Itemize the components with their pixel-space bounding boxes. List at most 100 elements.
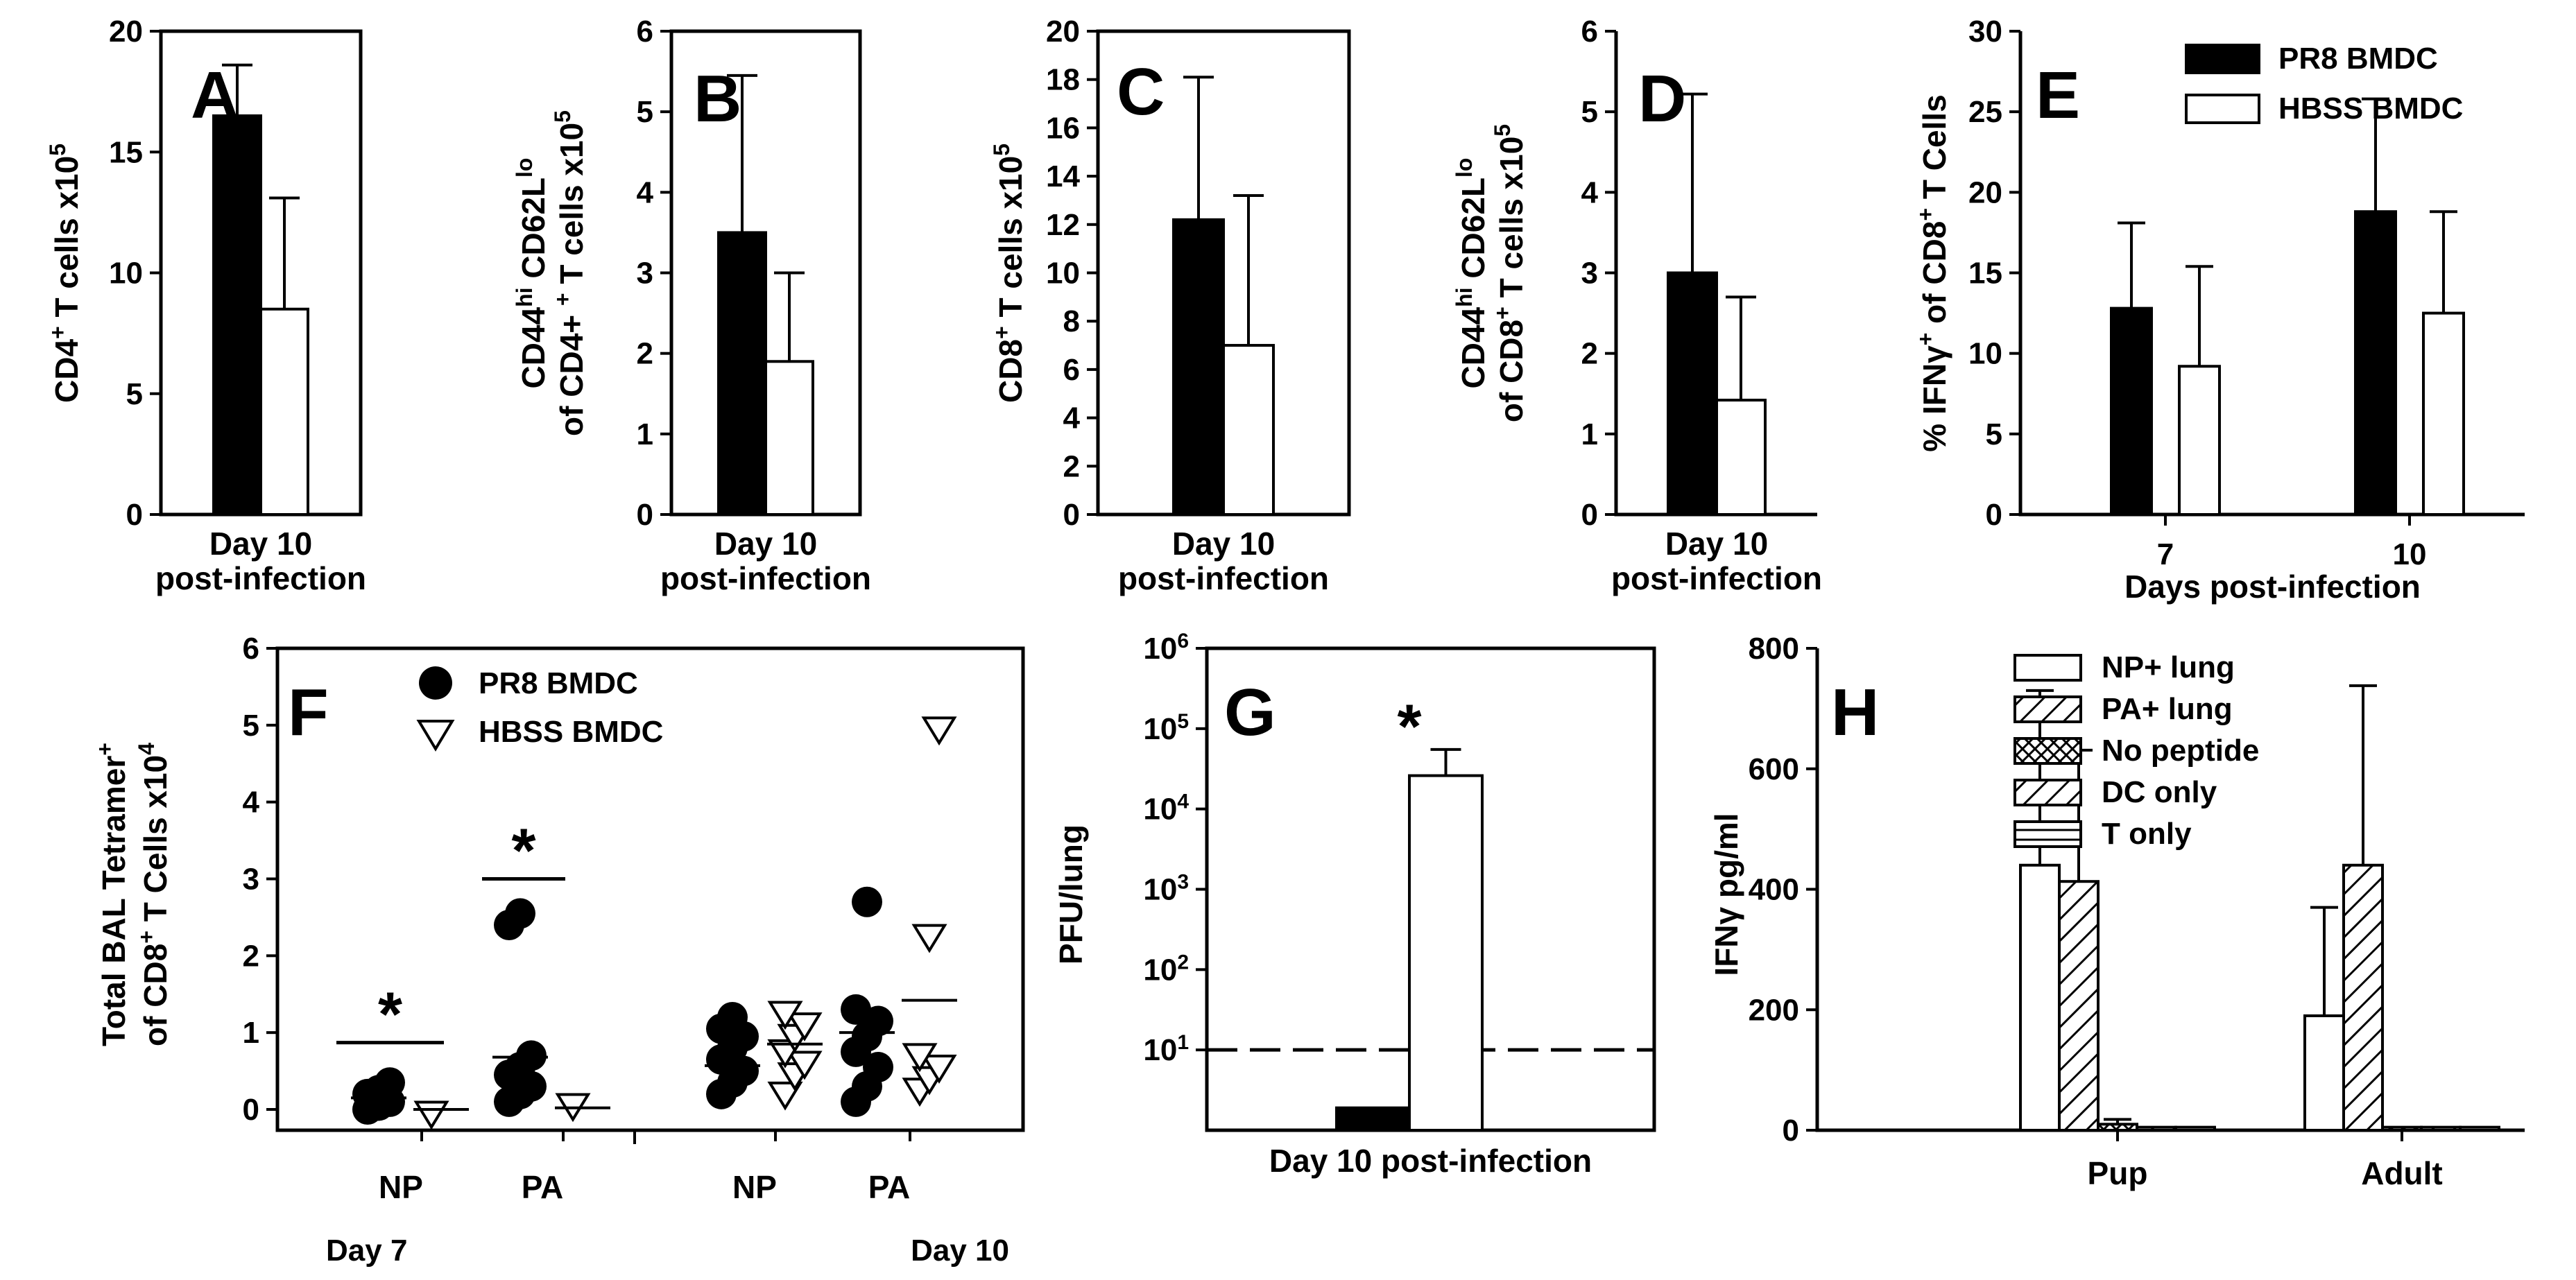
bar-pr8 <box>2354 210 2397 516</box>
panel-label: H <box>1831 675 1879 750</box>
x-label-line1: Day 10 <box>209 526 312 562</box>
legend-label: PA+ lung <box>2102 692 2233 726</box>
x-tick-label: PA <box>522 1169 564 1205</box>
bar-dc-only <box>2136 1125 2177 1132</box>
y-tick-label: 18 <box>1046 63 1080 97</box>
point-pr8 <box>841 994 871 1025</box>
bar-pr8 <box>1335 1106 1411 1132</box>
y-tick-label: 2 <box>637 337 653 371</box>
point-hbss <box>767 1081 803 1111</box>
y-tick-label: 3 <box>637 257 653 291</box>
y-label-H: IFNγ pg/ml <box>1708 813 1744 976</box>
point-hbss <box>787 1050 823 1080</box>
y-tick-label: 104 <box>1143 790 1189 827</box>
panel-label: C <box>1117 55 1165 129</box>
bar-dc-only <box>2420 1125 2462 1132</box>
bar-hbss <box>1715 399 1767 516</box>
bar-t-only <box>2459 1125 2500 1132</box>
y-tick-label: 5 <box>243 709 259 743</box>
panel-G: 101 102 103 104 105 106 * Day 10 post-infection… <box>1053 630 1656 1179</box>
bar-pr8 <box>717 231 767 516</box>
bar-np-lung <box>2019 863 2061 1132</box>
y-tick-label: 10 <box>1046 257 1080 291</box>
point-pr8 <box>505 898 535 929</box>
legend-swatch <box>2185 44 2260 74</box>
y-tick-label: 400 <box>1749 873 1799 907</box>
y-label-F-line2: of CD8+ T Cells x104 <box>134 743 173 1046</box>
y-label-F-line1: Total BAL Tetramer+ <box>92 743 132 1046</box>
y-label-D-line2: of CD8+ T cells x105 <box>1490 124 1529 422</box>
y-label-C: CD8+ T cells x105 <box>989 144 1029 403</box>
y-tick-label: 0 <box>637 498 653 532</box>
y-tick-label: 2 <box>1063 449 1080 483</box>
y-tick-label: 2 <box>1581 337 1598 371</box>
legend-label: DC only <box>2102 775 2217 809</box>
y-tick-label: 0 <box>1581 498 1598 532</box>
y-tick-label: 2 <box>243 939 259 973</box>
bar-hbss <box>2178 365 2221 517</box>
y-tick-label: 6 <box>637 15 653 49</box>
y-tick-label: 3 <box>1581 257 1598 291</box>
point-hbss <box>902 1043 938 1073</box>
bar-np-lung <box>2303 1014 2345 1132</box>
y-label-A: CD4+ T cells x105 <box>45 144 85 403</box>
y-label-D-line1: CD44hi CD62Llo <box>1452 158 1491 389</box>
y-tick-label: 14 <box>1046 159 1080 193</box>
y-tick-label: 15 <box>1968 257 2002 291</box>
y-tick-label: 4 <box>243 786 260 820</box>
bar-pa-lung <box>2342 863 2384 1132</box>
x-label-line1: Day 10 <box>1665 526 1768 562</box>
bar-no-peptide <box>2381 1125 2423 1132</box>
y-tick-label: 4 <box>637 175 654 209</box>
panel-F: 0 1 2 3 4 5 6 NP PA NP PA Day 7 Day 10 * * PR8 BMDC HBSS… <box>92 632 1025 1268</box>
y-tick-label: 600 <box>1749 752 1799 786</box>
legend-swatch <box>2013 737 2082 765</box>
legend-label: PR8 BMDC <box>479 666 638 700</box>
y-tick-label: 5 <box>1581 95 1598 129</box>
y-tick-label: 3 <box>243 863 259 897</box>
day-label: Day 10 <box>911 1234 1009 1268</box>
y-tick-label: 1 <box>243 1016 259 1050</box>
y-tick-label: 105 <box>1143 709 1189 746</box>
y-tick-label: 4 <box>1581 175 1599 209</box>
y-tick-label: 0 <box>243 1093 259 1127</box>
panel-label: B <box>694 62 741 136</box>
y-tick-label: 6 <box>1063 353 1080 387</box>
y-tick-label: 5 <box>126 377 143 411</box>
bar-pr8 <box>1667 271 1718 516</box>
legend-swatch <box>2013 654 2082 682</box>
plot-frame <box>275 646 1025 1132</box>
y-tick-label: 12 <box>1046 208 1080 242</box>
panel-label: E <box>2036 58 2080 132</box>
y-tick-label: 20 <box>1968 175 2002 209</box>
y-tick-label: 10 <box>109 257 143 291</box>
y-tick-label: 0 <box>126 498 143 532</box>
panel-label: G <box>1224 675 1276 750</box>
x-tick-label: NP <box>379 1169 423 1205</box>
bar-t-only <box>2174 1125 2216 1132</box>
y-tick-label: 16 <box>1046 111 1080 145</box>
legend-label: PR8 BMDC <box>2278 42 2438 76</box>
bar-pr8 <box>2110 306 2153 516</box>
y-tick-label: 5 <box>1986 417 2002 451</box>
x-label: Days post-infection <box>2124 569 2421 605</box>
y-tick-label: 15 <box>109 135 143 169</box>
y-tick-label: 0 <box>1783 1114 1799 1148</box>
panel-label: A <box>191 58 239 132</box>
significance-star: * <box>511 817 535 886</box>
y-tick-label: 101 <box>1143 1031 1189 1068</box>
bar-pr8 <box>1172 218 1225 516</box>
y-label: PFU/lung <box>1053 824 1089 965</box>
legend-swatch <box>2013 779 2082 806</box>
legend-label: HBSS BMDC <box>2278 92 2463 126</box>
y-tick-label: 20 <box>109 15 143 49</box>
bar-hbss <box>1408 774 1484 1132</box>
legend-swatch-hbss <box>416 720 455 752</box>
y-tick-label: 25 <box>1968 95 2002 129</box>
point-hbss <box>921 1055 957 1084</box>
x-label-line1: Day 10 <box>1172 526 1275 562</box>
x-label-line2: post-infection <box>660 560 871 596</box>
